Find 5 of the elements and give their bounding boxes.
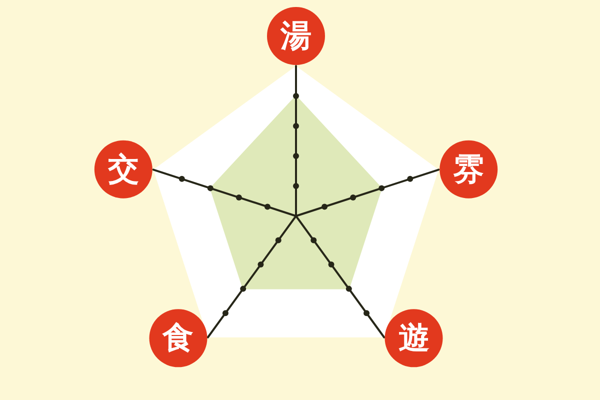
spoke-label: 食 — [162, 320, 194, 356]
spoke-label: 湯 — [280, 18, 312, 54]
spoke-label: 雰 — [453, 151, 484, 188]
spoke-label: 遊 — [398, 320, 430, 356]
spoke-label: 交 — [106, 151, 139, 188]
